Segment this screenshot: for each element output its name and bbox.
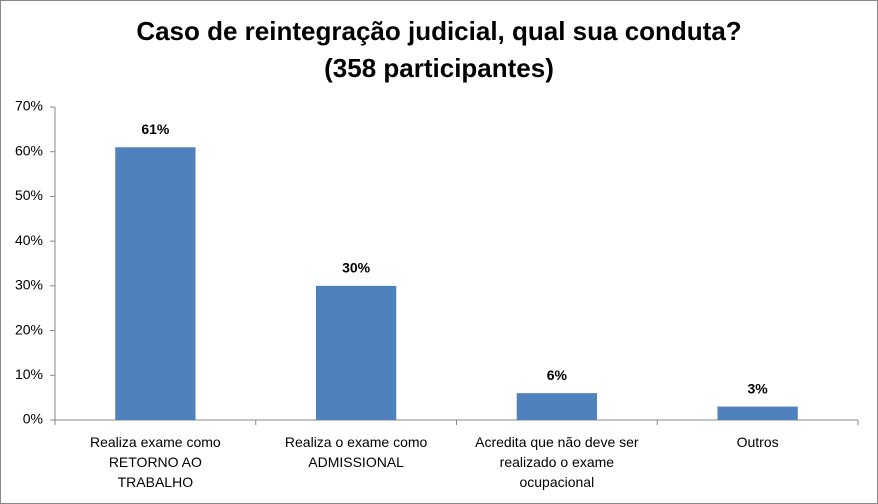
chart-title: Caso de reintegração judicial, qual sua … bbox=[136, 16, 741, 46]
y-tick-label: 0% bbox=[23, 411, 43, 427]
bar bbox=[115, 147, 196, 420]
chart-subtitle: (358 participantes) bbox=[324, 53, 554, 83]
value-label: 3% bbox=[748, 380, 769, 396]
x-tick-label: Acredita que não deve ser realizado o ex… bbox=[475, 434, 639, 490]
y-tick-label: 50% bbox=[15, 187, 43, 203]
y-tick-label: 10% bbox=[15, 366, 43, 382]
x-tick-label: Outros bbox=[736, 434, 779, 450]
x-tick-label: Realiza o exame como ADMISSIONAL bbox=[284, 434, 428, 470]
x-tick-label: Realiza exame como RETORNO AO TRABALHO bbox=[89, 434, 221, 490]
y-tick-label: 40% bbox=[15, 232, 43, 248]
value-label: 30% bbox=[342, 260, 371, 276]
bar bbox=[315, 285, 397, 420]
bar bbox=[717, 406, 798, 420]
value-label: 6% bbox=[547, 367, 568, 383]
value-label: 61% bbox=[141, 121, 170, 137]
y-tick-label: 70% bbox=[15, 98, 43, 114]
y-tick-label: 20% bbox=[15, 321, 43, 337]
bar bbox=[516, 393, 598, 420]
y-tick-label: 60% bbox=[15, 142, 43, 158]
y-tick-label: 30% bbox=[15, 277, 43, 293]
